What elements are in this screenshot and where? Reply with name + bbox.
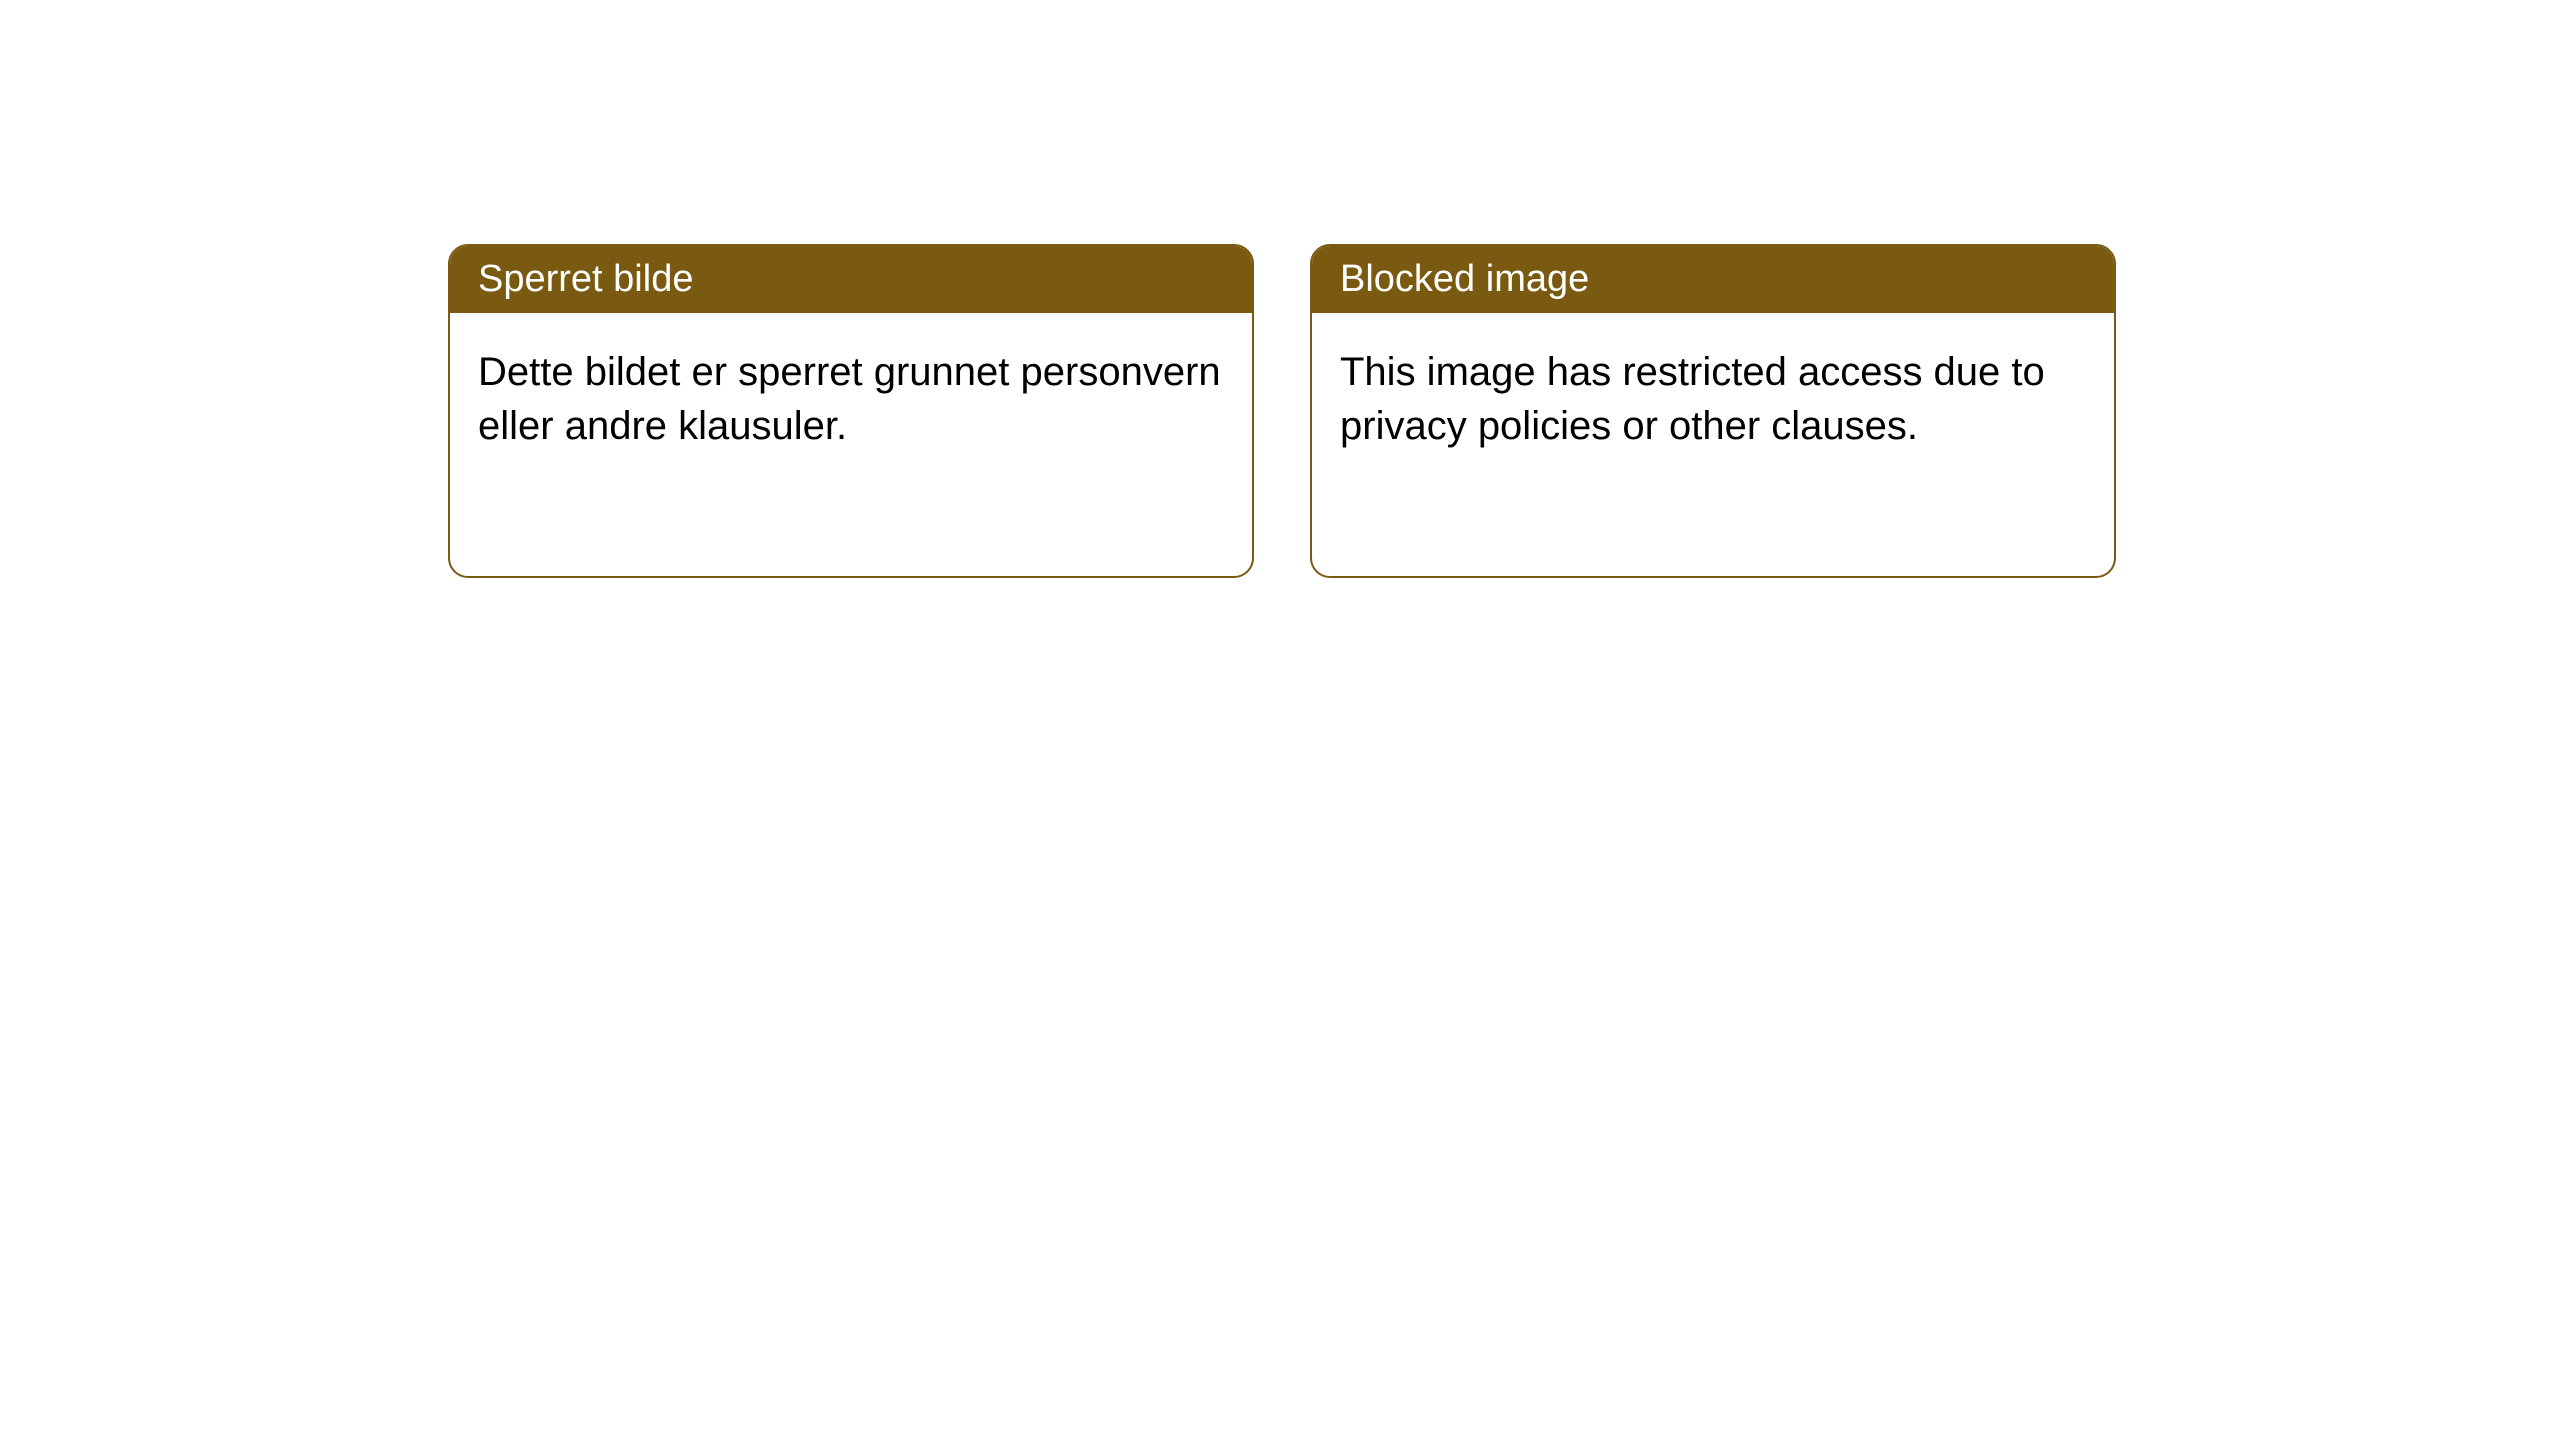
notice-header: Sperret bilde [450, 246, 1252, 313]
notice-card-english: Blocked image This image has restricted … [1310, 244, 2116, 578]
notice-card-norwegian: Sperret bilde Dette bildet er sperret gr… [448, 244, 1254, 578]
notice-body: This image has restricted access due to … [1312, 313, 2114, 485]
notice-header: Blocked image [1312, 246, 2114, 313]
notice-container: Sperret bilde Dette bildet er sperret gr… [448, 244, 2116, 578]
notice-body: Dette bildet er sperret grunnet personve… [450, 313, 1252, 485]
